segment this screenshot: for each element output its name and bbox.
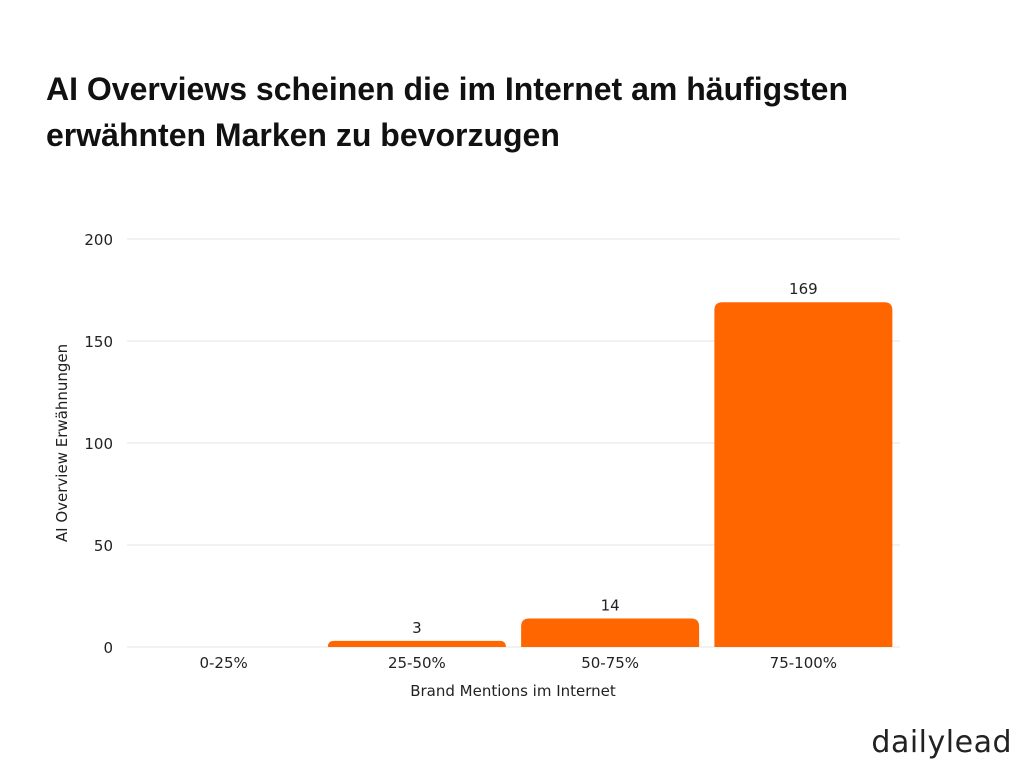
y-tick-label: 200 — [84, 231, 113, 249]
dailylead-logo: dailylead — [871, 725, 1012, 760]
bar-50-75% — [521, 618, 700, 647]
x-tick-label: 25-50% — [388, 654, 446, 672]
y-tick-label: 50 — [94, 537, 113, 555]
data-label: 14 — [601, 596, 620, 614]
x-tick-label: 75-100% — [770, 654, 837, 672]
y-tick-label: 0 — [103, 639, 113, 657]
x-tick-label: 0-25% — [199, 654, 247, 672]
y-tick-label: 100 — [84, 435, 113, 453]
bar-75-100% — [714, 302, 893, 647]
data-label: 3 — [412, 619, 422, 637]
chart-title: AI Overviews scheinen die im Internet am… — [46, 71, 849, 153]
x-tick-label: 50-75% — [581, 654, 639, 672]
bar-25-50% — [327, 640, 506, 647]
data-label: 169 — [789, 280, 818, 298]
x-axis-label: Brand Mentions im Internet — [410, 682, 616, 700]
y-tick-label: 150 — [84, 333, 113, 351]
y-axis-label: AI Overview Erwähnungen — [53, 344, 71, 542]
